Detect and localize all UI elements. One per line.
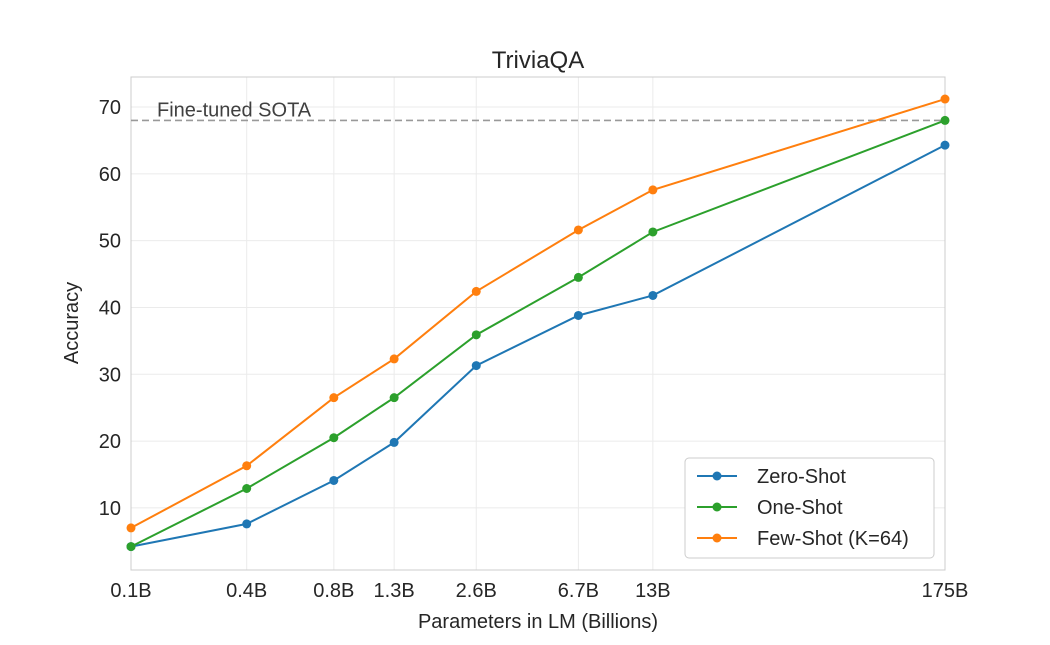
y-tick-label: 70 xyxy=(99,97,121,119)
data-point xyxy=(573,310,583,320)
data-point xyxy=(242,484,252,494)
x-tick-label: 6.7B xyxy=(558,580,599,602)
y-tick-label: 10 xyxy=(99,498,121,520)
x-tick-label: 1.3B xyxy=(374,580,415,602)
y-axis-label: Accuracy xyxy=(61,282,83,364)
y-tick-label: 20 xyxy=(99,431,121,453)
data-point xyxy=(389,437,399,447)
y-tick-label: 50 xyxy=(99,231,121,253)
legend-marker xyxy=(712,533,722,543)
x-tick-label: 0.8B xyxy=(313,580,354,602)
data-point xyxy=(242,461,252,471)
data-point xyxy=(648,227,658,237)
data-point xyxy=(940,115,950,125)
data-point xyxy=(242,519,252,529)
data-point xyxy=(940,140,950,150)
data-point xyxy=(940,94,950,104)
data-point xyxy=(471,330,481,340)
legend-box xyxy=(684,457,935,559)
data-point xyxy=(389,393,399,403)
data-point xyxy=(126,523,136,533)
y-tick-label: 40 xyxy=(99,297,121,319)
data-point xyxy=(573,272,583,282)
data-point xyxy=(573,225,583,235)
data-point xyxy=(329,393,339,403)
series-line xyxy=(130,144,946,548)
series-few-shot-k-64 xyxy=(126,94,950,533)
x-tick-label: 175B xyxy=(922,580,969,602)
ticks-group: 10 20 30 40 50 60 70 0.1B 0.4B 0.8B 1.3B 2.6B 6.7B 13… xyxy=(99,97,969,602)
data-point xyxy=(471,361,481,371)
x-tick-label: 0.1B xyxy=(110,580,151,602)
series-line xyxy=(130,119,946,548)
data-point xyxy=(329,433,339,443)
legend-label: Few-Shot (K=64) xyxy=(757,528,909,550)
legend-marker xyxy=(712,502,722,512)
x-tick-label: 2.6B xyxy=(456,580,497,602)
chart-title: TriviaQA xyxy=(492,47,584,74)
legend-label: Zero-Shot xyxy=(757,466,846,488)
fine-tuned-sota-label: Fine-tuned SOTA xyxy=(157,99,312,121)
legend-marker xyxy=(712,471,722,481)
series-group xyxy=(126,94,950,552)
legend: Zero-Shot One-Shot Few-Shot (K=64) xyxy=(684,457,935,559)
series-one-shot xyxy=(126,115,950,552)
x-tick-label: 0.4B xyxy=(226,580,267,602)
data-point xyxy=(126,542,136,552)
data-point xyxy=(389,354,399,364)
series-line xyxy=(130,98,946,529)
x-tick-label: 13B xyxy=(635,580,671,602)
reference-line-group: Fine-tuned SOTA xyxy=(131,99,945,121)
x-axis-label: Parameters in LM (Billions) xyxy=(418,611,658,633)
data-point xyxy=(329,475,339,485)
data-point xyxy=(471,286,481,296)
plot-frame xyxy=(130,76,946,571)
y-tick-label: 30 xyxy=(99,364,121,386)
data-point xyxy=(648,290,658,300)
legend-label: One-Shot xyxy=(757,497,843,519)
data-point xyxy=(648,185,658,195)
y-tick-label: 60 xyxy=(99,164,121,186)
